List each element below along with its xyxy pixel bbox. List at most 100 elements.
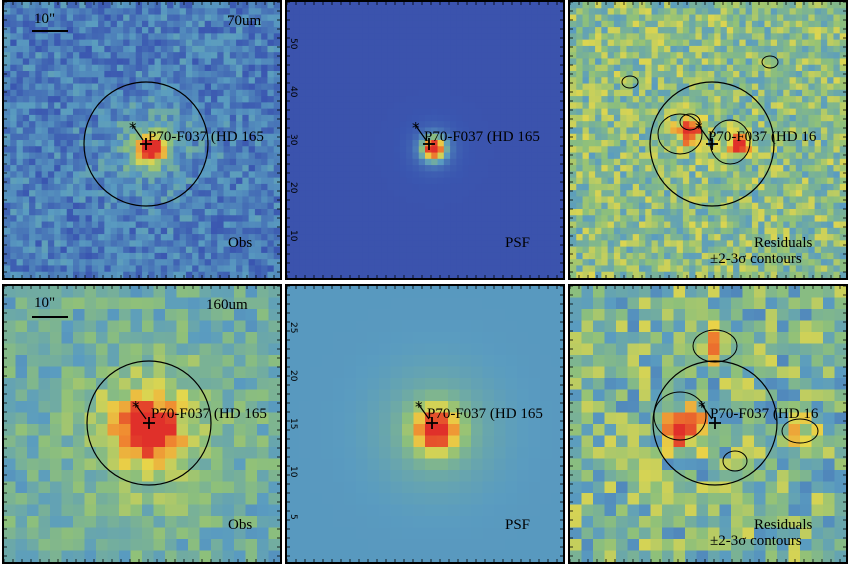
pixel xyxy=(764,33,772,41)
pixel xyxy=(293,140,301,147)
pixel xyxy=(531,240,539,248)
pixel xyxy=(399,227,407,235)
pixel xyxy=(110,265,118,273)
pixel xyxy=(242,209,250,216)
pixel xyxy=(217,152,225,160)
pixel xyxy=(833,146,841,154)
pixel xyxy=(506,215,514,223)
pixel xyxy=(525,165,533,172)
pixel xyxy=(110,271,118,278)
pixel xyxy=(632,33,640,41)
pixel xyxy=(73,71,80,78)
pixel xyxy=(789,39,797,47)
pixel xyxy=(123,240,131,248)
pixel xyxy=(437,52,445,60)
pixel xyxy=(481,14,489,22)
pixel xyxy=(4,171,11,179)
pixel xyxy=(73,77,80,85)
pixel xyxy=(368,252,376,260)
pixel xyxy=(123,71,131,78)
pixel xyxy=(475,252,483,260)
pixel xyxy=(550,165,558,172)
pixel xyxy=(802,64,809,72)
pixel xyxy=(248,190,256,198)
pixel xyxy=(299,33,307,41)
pixel xyxy=(512,227,520,235)
pixel xyxy=(783,146,791,154)
pixel xyxy=(73,259,80,267)
pixel xyxy=(789,114,797,122)
pixel xyxy=(160,183,168,191)
pixel xyxy=(368,152,376,160)
pixel xyxy=(192,140,200,147)
pixel xyxy=(450,39,457,47)
pixel xyxy=(299,240,307,248)
pixel xyxy=(676,14,684,22)
pixel xyxy=(324,177,332,185)
pixel xyxy=(160,246,168,254)
pixel xyxy=(676,140,684,147)
pixel xyxy=(645,140,653,147)
pixel xyxy=(22,146,30,154)
pixel xyxy=(431,259,439,267)
pixel xyxy=(35,140,43,147)
pixel xyxy=(305,183,313,191)
pixel xyxy=(154,89,162,97)
pixel xyxy=(751,140,759,147)
pixel xyxy=(299,39,307,47)
pixel xyxy=(607,96,615,103)
pixel xyxy=(47,240,55,248)
pixel xyxy=(211,252,218,260)
pixel xyxy=(537,271,545,278)
pixel xyxy=(47,52,55,60)
pixel xyxy=(425,215,432,223)
pixel xyxy=(10,45,18,53)
pixel xyxy=(104,259,112,267)
pixel xyxy=(582,77,590,85)
pixel xyxy=(104,202,112,210)
pixel xyxy=(808,96,816,103)
pixel xyxy=(179,209,187,216)
pixel xyxy=(47,121,55,129)
pixel xyxy=(343,114,351,122)
pixel xyxy=(481,20,489,28)
pixel xyxy=(192,27,200,34)
pixel xyxy=(714,14,722,22)
pixel xyxy=(519,89,526,97)
pixel xyxy=(632,39,640,47)
pixel xyxy=(412,271,420,278)
pixel xyxy=(192,52,200,60)
pixel xyxy=(229,221,237,229)
pixel xyxy=(343,64,351,72)
pixel xyxy=(242,140,250,147)
pixel xyxy=(820,27,828,34)
pixel xyxy=(494,227,501,235)
pixel xyxy=(399,33,407,41)
pixel xyxy=(525,177,533,185)
pixel xyxy=(242,133,250,141)
pixel xyxy=(494,2,501,9)
pixel xyxy=(550,271,558,278)
pixel xyxy=(487,158,495,166)
pixel xyxy=(639,64,646,72)
pixel xyxy=(664,71,671,78)
pixel xyxy=(211,240,218,248)
pixel xyxy=(393,27,401,34)
pixel xyxy=(312,190,319,198)
pixel xyxy=(481,114,489,122)
pixel xyxy=(393,240,401,248)
pixel xyxy=(66,114,74,122)
pixel xyxy=(312,158,319,166)
pixel xyxy=(10,152,18,160)
pixel xyxy=(148,71,156,78)
pixel xyxy=(714,77,722,85)
pixel xyxy=(73,265,80,273)
pixel xyxy=(41,121,49,129)
pixel xyxy=(167,152,174,160)
pixel xyxy=(204,171,212,179)
pixel xyxy=(537,83,545,91)
pixel xyxy=(324,27,332,34)
pixel xyxy=(299,45,307,53)
pixel xyxy=(682,33,690,41)
pixel xyxy=(254,102,262,110)
